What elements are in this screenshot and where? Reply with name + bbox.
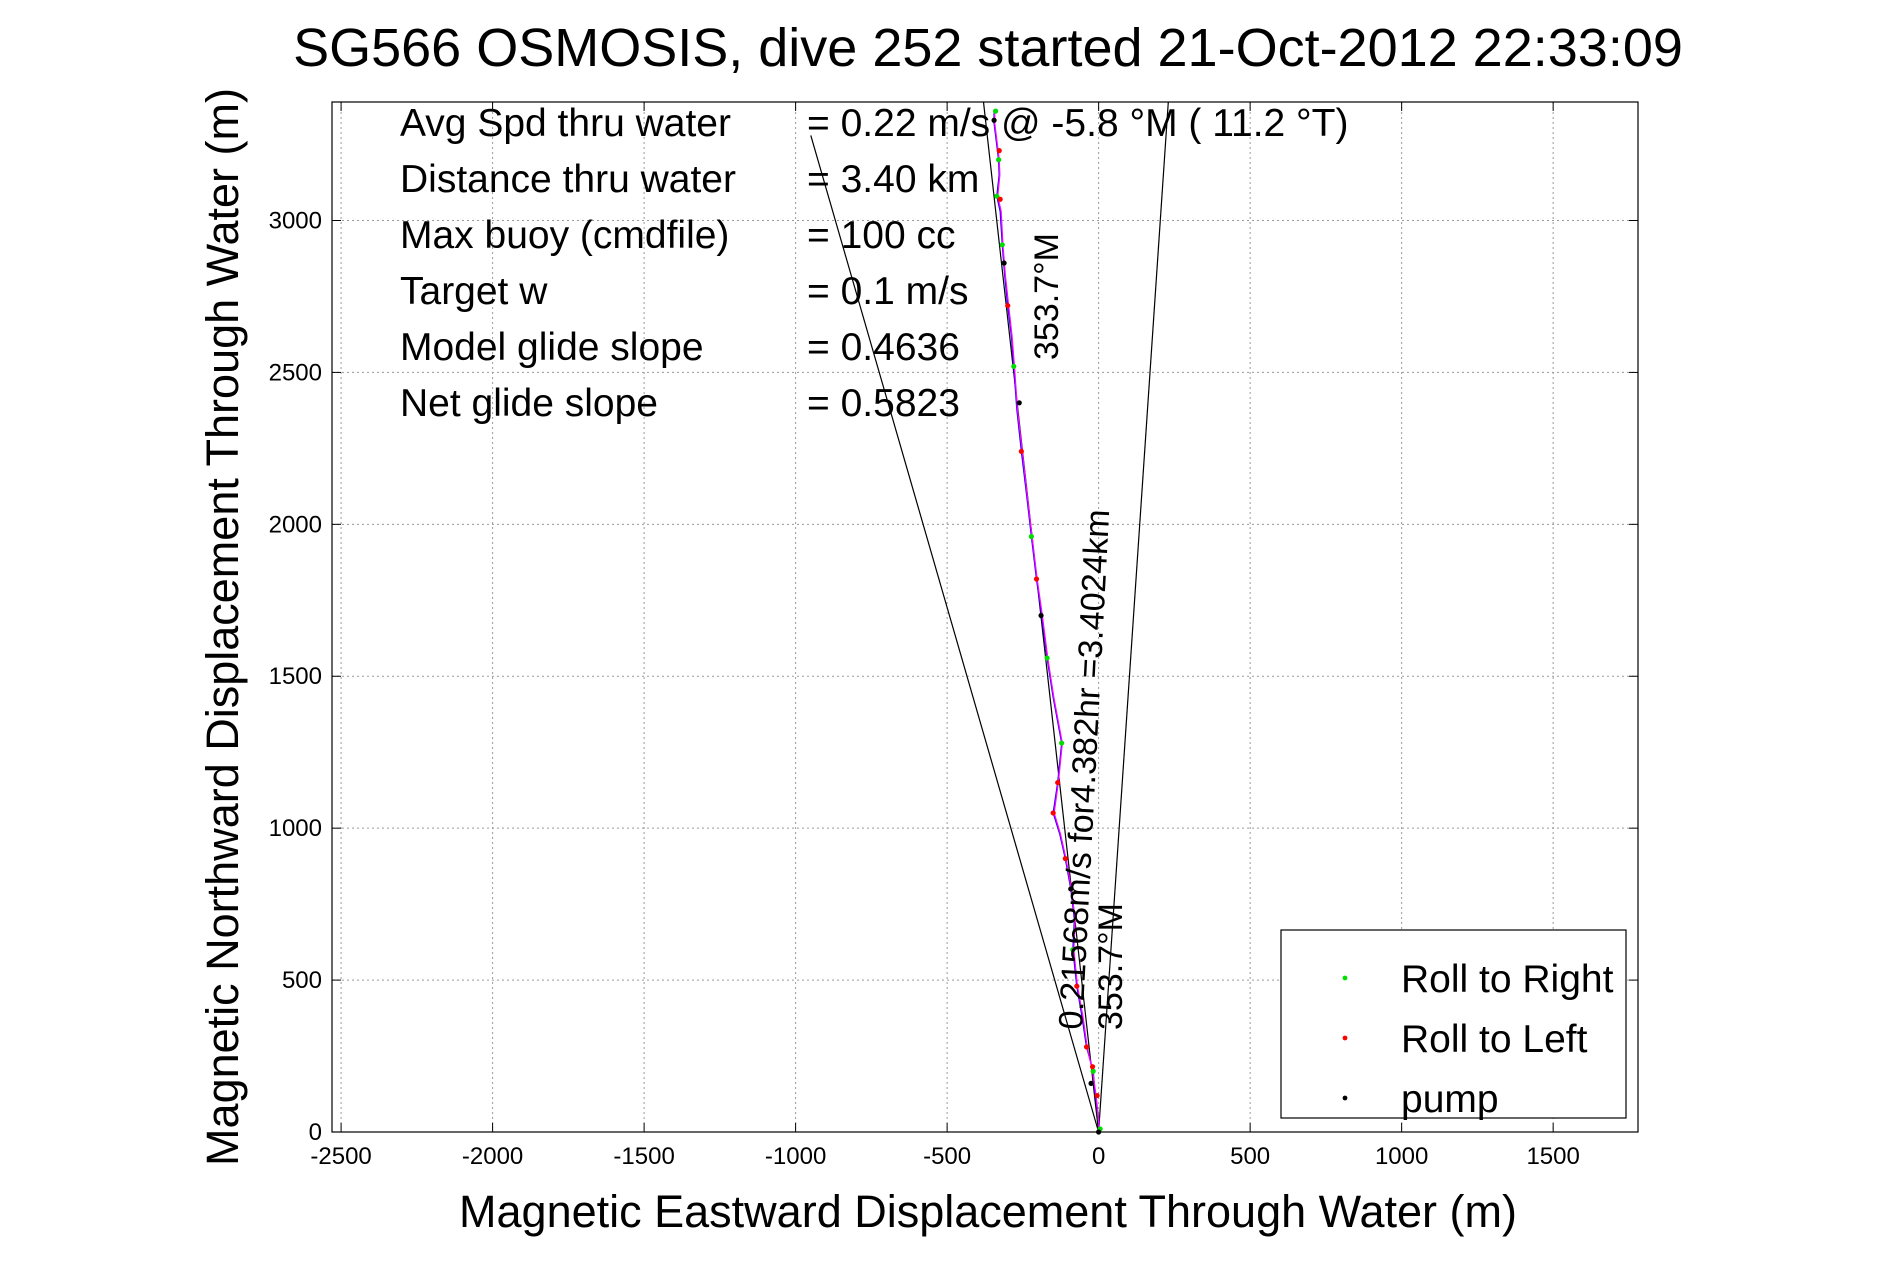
roll-left-marker xyxy=(1062,855,1068,862)
roll-left-marker xyxy=(997,196,1003,202)
roll-left-marker xyxy=(1089,1064,1096,1070)
x-axis-ticks: -2500 -2000 -1500 -1000 -500 0 500 1000 1500 xyxy=(310,102,1580,1170)
roll-left-marker xyxy=(1074,983,1080,989)
x-axis-label: Magnetic Eastward Displacement Through W… xyxy=(459,1186,1517,1237)
roll-left-marker xyxy=(1094,1092,1100,1099)
legend-marker xyxy=(1342,1095,1348,1101)
heading-annotation-far: 353.7°M xyxy=(1028,233,1066,360)
x-tick-label: -2500 xyxy=(310,1143,371,1170)
roll-right-marker xyxy=(1059,740,1065,746)
y-tick-label: 1500 xyxy=(269,663,322,690)
stat-value: = 0.1 m/s xyxy=(807,270,968,313)
pump-marker xyxy=(1016,400,1022,406)
y-tick-label: 2500 xyxy=(269,359,322,386)
legend-box xyxy=(1280,929,1627,1119)
x-tick-label: 0 xyxy=(1092,1143,1105,1170)
reference-line xyxy=(810,135,1100,1133)
x-tick-label: -1500 xyxy=(613,1143,674,1170)
track-markers xyxy=(991,108,1103,1135)
x-tick-label: -2000 xyxy=(462,1143,523,1170)
y-axis-label: Magnetic Northward Displacement Through … xyxy=(197,88,248,1166)
x-tick-label: 1500 xyxy=(1526,1143,1579,1170)
reference-line xyxy=(1098,101,1169,1133)
stat-label: Net glide slope xyxy=(400,382,658,425)
x-tick-label: -1000 xyxy=(765,1143,826,1170)
roll-right-marker xyxy=(999,242,1005,248)
stat-value: = 100 cc xyxy=(807,214,956,257)
legend-label: pump xyxy=(1401,1078,1499,1121)
roll-right-marker xyxy=(1044,655,1050,661)
stat-label: Max buoy (cmdfile) xyxy=(400,214,729,257)
legend-label: Roll to Right xyxy=(1401,958,1614,1001)
roll-right-marker xyxy=(1028,533,1034,540)
roll-left-marker xyxy=(1083,1044,1090,1050)
roll-left-marker xyxy=(1055,779,1061,786)
y-tick-label: 1000 xyxy=(269,815,322,842)
pump-marker xyxy=(1001,260,1007,266)
stat-value: = 0.5823 xyxy=(807,382,960,425)
roll-right-marker xyxy=(994,193,1000,199)
grid xyxy=(332,102,1638,1133)
roll-left-marker xyxy=(1005,302,1011,309)
roll-right-marker xyxy=(1070,947,1076,953)
stat-label: Model glide slope xyxy=(400,326,704,369)
heading-annotation-near: 353.7°M xyxy=(1092,903,1130,1030)
legend-marker xyxy=(1342,975,1348,981)
roll-right-marker xyxy=(993,108,999,114)
roll-left-marker xyxy=(1050,810,1056,816)
plot-frame xyxy=(331,101,1639,1133)
x-tick-label: -500 xyxy=(923,1143,971,1170)
stat-value: = 0.22 m/s @ -5.8 °M ( 11.2 °T) xyxy=(807,102,1348,145)
stat-label: Distance thru water xyxy=(400,158,736,201)
legend-label: Roll to Left xyxy=(1401,1018,1588,1061)
x-tick-label: 500 xyxy=(1230,1143,1270,1170)
y-tick-label: 500 xyxy=(282,967,322,994)
legend-marker xyxy=(1342,1035,1348,1041)
y-axis-ticks: 0 500 1000 1500 2000 2500 3000 xyxy=(269,207,1638,1146)
roll-right-marker xyxy=(996,157,1002,163)
y-tick-label: 2000 xyxy=(269,511,322,538)
y-tick-label: 0 xyxy=(309,1119,322,1146)
roll-left-marker xyxy=(1033,576,1040,582)
chart-title: SG566 OSMOSIS, dive 252 started 21-Oct-2… xyxy=(293,18,1683,78)
roll-left-marker xyxy=(996,148,1002,154)
stat-label: Avg Spd thru water xyxy=(400,102,731,145)
stats-block: Avg Spd thru water = 0.22 m/s @ -5.8 °M (… xyxy=(400,102,1348,425)
y-tick-label: 3000 xyxy=(269,207,322,234)
legend: Roll to Right Roll to Left pump xyxy=(1280,929,1627,1121)
pump-marker xyxy=(991,117,997,123)
stat-label: Target w xyxy=(400,270,548,313)
pump-marker xyxy=(1038,612,1044,619)
roll-left-marker xyxy=(1018,448,1024,455)
stat-value: = 0.4636 xyxy=(807,326,960,369)
stat-value: = 3.40 km xyxy=(807,158,979,201)
pump-marker xyxy=(1088,1080,1094,1086)
x-tick-label: 1000 xyxy=(1375,1143,1428,1170)
roll-right-marker xyxy=(1011,363,1017,369)
pump-marker xyxy=(1068,886,1074,892)
roll-right-marker xyxy=(1090,1068,1096,1074)
